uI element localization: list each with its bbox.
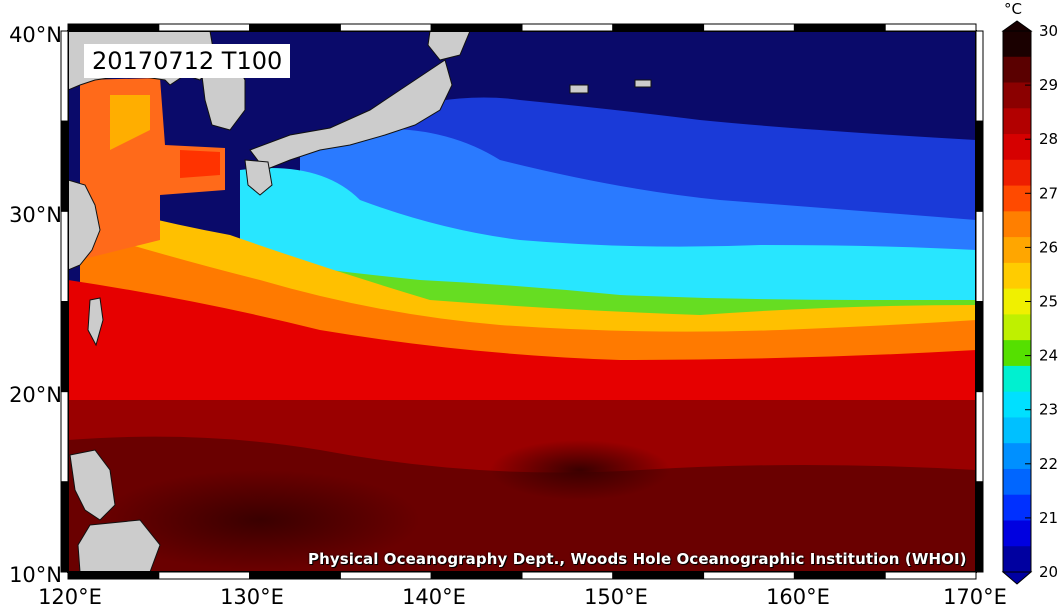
colorbar-tick-label: 23 [1039, 401, 1058, 419]
lon-tick-labels: 120°E 130°E 140°E 150°E 160°E 170°E [38, 585, 1007, 609]
border-bar-top [793, 23, 886, 32]
colorbar-swatch [1003, 185, 1031, 212]
colorbar-swatch [1003, 443, 1031, 470]
border-bar-bottom [793, 571, 886, 580]
colorbar-bottom-arrow [1001, 571, 1033, 585]
sst-band-red [68, 280, 976, 430]
border-bar-right [975, 30, 984, 122]
land-japan-kyushu [244, 159, 273, 196]
credit-text: Physical Oceanography Dept., Woods Hole … [308, 550, 967, 568]
land-japan-hokkaido [427, 31, 471, 61]
lon-label-150: 150°E [584, 585, 648, 609]
colorbar-swatch [1003, 56, 1031, 84]
border-bar-left [60, 301, 69, 393]
colorbar: °C 30 29 28 27 26 25 24 23 22 21 20 [1001, 0, 1058, 585]
border-bar-top [612, 23, 705, 32]
map-title: 20170712 T100 [84, 44, 291, 78]
colorbar-swatch [1003, 546, 1031, 573]
colorbar-tick-label: 26 [1039, 238, 1058, 256]
border-bar-top [249, 23, 341, 32]
border-bar-bottom [430, 571, 523, 580]
border-bar-bottom [339, 571, 432, 580]
lon-label-120: 120°E [38, 585, 102, 609]
land-taiwan [87, 297, 104, 347]
colorbar-swatch [1003, 520, 1031, 547]
colorbar-tick-label: 24 [1039, 347, 1058, 365]
colorbar-tick-label: 20 [1039, 563, 1058, 581]
land-visayas [77, 519, 161, 572]
colorbar-swatch [1003, 262, 1031, 290]
colorbar-tick-label: 27 [1039, 184, 1058, 202]
lat-label-10: 10°N [9, 563, 62, 587]
map-border-scale [60, 23, 984, 580]
lat-label-40: 40°N [9, 23, 62, 47]
colorbar-swatch [1003, 134, 1031, 161]
colorbar-unit: °C [1004, 0, 1022, 18]
border-bar-bottom [884, 571, 977, 580]
lon-label-130: 130°E [220, 585, 284, 609]
colorbar-tick-label: 21 [1039, 509, 1058, 527]
border-bar-left [60, 30, 69, 122]
land-china-coast [68, 179, 101, 271]
colorbar-swatch [1003, 417, 1031, 444]
colorbar-swatch [1003, 159, 1031, 187]
lon-label-170: 170°E [943, 585, 1007, 609]
land-japan-honshu [249, 59, 453, 171]
colorbar-swatch [1003, 391, 1031, 418]
colorbar-top-arrow [1001, 20, 1033, 32]
border-bar-top [339, 23, 432, 32]
colorbar-tick-label: 29 [1039, 76, 1058, 94]
border-bar-bottom [612, 571, 705, 580]
border-bar-bottom [158, 571, 251, 580]
colorbar-swatch [1003, 237, 1031, 264]
colorbar-tick-label: 28 [1039, 130, 1058, 148]
border-bar-left [60, 120, 69, 212]
border-bar-left [60, 481, 69, 573]
colorbar-swatch [1003, 31, 1031, 58]
border-bar-left [60, 391, 69, 483]
lon-label-160: 160°E [766, 585, 830, 609]
colorbar-swatch [1003, 82, 1031, 109]
colorbar-tick-label: 25 [1039, 293, 1058, 311]
lon-label-140: 140°E [402, 585, 466, 609]
border-bar-top [521, 23, 614, 32]
border-bar-right [975, 481, 984, 573]
lat-label-30: 30°N [9, 203, 62, 227]
colorbar-tick-label: 22 [1039, 455, 1058, 473]
colorbar-swatch [1003, 340, 1031, 367]
border-bar-bottom [703, 571, 795, 580]
border-bar-bottom [67, 571, 160, 580]
border-bar-top [158, 23, 251, 32]
border-bar-top [703, 23, 795, 32]
map-plot-area [68, 31, 976, 572]
colorbar-swatch [1003, 108, 1031, 135]
border-bar-right [975, 120, 984, 212]
lat-label-20: 20°N [9, 383, 62, 407]
lat-tick-labels: 40°N 30°N 20°N 10°N [9, 23, 62, 587]
colorbar-swatch [1003, 365, 1031, 393]
border-bar-bottom [249, 571, 341, 580]
colorbar-swatch [1003, 211, 1031, 238]
border-bar-right [975, 301, 984, 393]
colorbar-swatch [1003, 468, 1031, 496]
border-bar-right [975, 210, 984, 302]
land-luzon [69, 449, 116, 521]
border-bar-left [60, 210, 69, 302]
border-bar-right [975, 391, 984, 483]
border-bar-top [67, 23, 160, 32]
colorbar-swatch [1003, 494, 1031, 521]
border-bar-bottom [521, 571, 614, 580]
colorbar-tick-label: 30 [1039, 22, 1058, 40]
border-bar-top [430, 23, 523, 32]
border-bar-top [884, 23, 977, 32]
colorbar-swatch [1003, 314, 1031, 341]
